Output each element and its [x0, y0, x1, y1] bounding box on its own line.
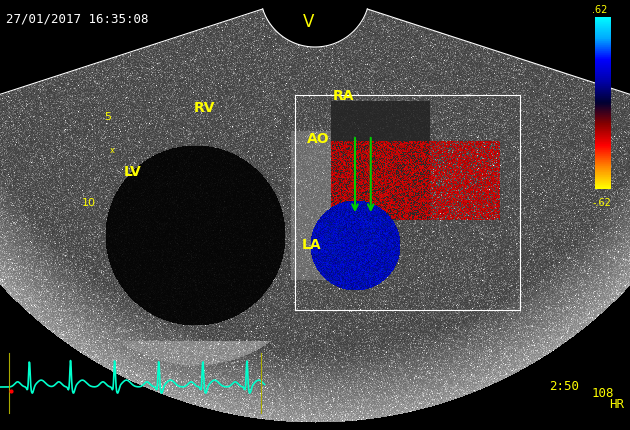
Text: LV: LV [123, 165, 141, 178]
Text: V: V [303, 13, 314, 31]
Text: LA: LA [302, 238, 322, 252]
Text: 27/01/2017 16:35:08: 27/01/2017 16:35:08 [6, 13, 149, 26]
Text: x: x [110, 146, 115, 155]
Text: RA: RA [333, 89, 354, 103]
Text: 5: 5 [104, 112, 111, 123]
Text: AO: AO [307, 132, 329, 146]
Text: HR: HR [609, 398, 624, 411]
Text: -.62: -.62 [592, 198, 611, 208]
Text: RV: RV [194, 101, 215, 115]
Text: 10: 10 [82, 198, 96, 209]
Text: .62: .62 [592, 5, 607, 15]
Text: 2:50: 2:50 [549, 381, 580, 393]
Text: 108: 108 [592, 387, 614, 400]
